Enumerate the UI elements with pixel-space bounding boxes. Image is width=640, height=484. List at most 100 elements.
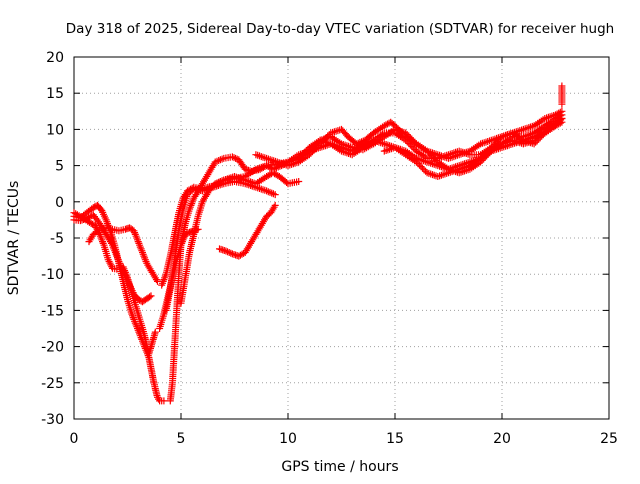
data-point-marks xyxy=(151,274,160,284)
data-point-marks xyxy=(111,241,122,265)
data-point-marks xyxy=(263,187,277,198)
data-point-marks xyxy=(284,152,301,166)
y-tick-label: 0 xyxy=(55,195,64,211)
data-point-marks xyxy=(241,243,252,256)
data-point-marks xyxy=(89,227,102,238)
x-tick-label: 20 xyxy=(493,431,511,447)
data-point-marks xyxy=(246,236,257,249)
x-tick-label: 0 xyxy=(70,431,79,447)
x-tick-label: 15 xyxy=(386,431,404,447)
x-tick-label: 10 xyxy=(279,431,297,447)
data-point-marks xyxy=(156,397,166,405)
data-point-marks xyxy=(194,182,205,195)
chart-title: Day 318 of 2025, Sidereal Day-to-day VTE… xyxy=(66,21,614,37)
data-point-marks xyxy=(211,155,226,166)
data-point-marks xyxy=(198,189,212,206)
data-points xyxy=(70,82,566,405)
data-point-marks xyxy=(271,191,279,199)
data-point-marks xyxy=(181,207,193,227)
data-point-marks xyxy=(166,381,176,405)
data-point-marks xyxy=(391,144,408,157)
data-point-marks xyxy=(98,207,109,222)
data-point-marks xyxy=(134,238,146,255)
data-point-marks xyxy=(211,177,226,188)
data-point-marks xyxy=(402,136,419,154)
y-tick-label: -10 xyxy=(41,267,64,283)
data-point-marks xyxy=(466,141,483,155)
data-point-marks xyxy=(252,174,269,188)
data-point-marks xyxy=(109,264,119,273)
data-point-marks xyxy=(151,328,159,336)
data-point-marks xyxy=(175,207,187,235)
x-tick-label: 5 xyxy=(177,431,186,447)
grid-lines xyxy=(74,57,609,419)
data-point-marks xyxy=(258,214,269,227)
data-point-marks xyxy=(128,310,139,327)
data-point-marks xyxy=(412,147,429,161)
x-tick-label: 25 xyxy=(600,431,618,447)
data-point-marks xyxy=(402,151,419,165)
data-point-marks xyxy=(143,293,154,303)
data-point-marks xyxy=(171,229,183,264)
data-point-marks xyxy=(271,201,279,209)
data-point-marks xyxy=(402,133,419,147)
data-point-marks xyxy=(252,151,269,162)
data-point-marks xyxy=(338,125,351,139)
data-point-marks xyxy=(263,210,273,220)
data-point-marks xyxy=(235,249,248,260)
data-point-marks xyxy=(541,116,558,130)
data-point-marks xyxy=(121,224,132,233)
data-point-marks xyxy=(156,312,167,332)
data-point-marks xyxy=(552,115,564,126)
data-point-marks xyxy=(171,309,181,351)
data-point-marks xyxy=(147,364,157,381)
data-point-marks xyxy=(295,148,312,162)
data-point-marks xyxy=(552,112,564,122)
data-point-marks xyxy=(353,137,367,148)
data-point-marks xyxy=(79,214,93,226)
data-point-marks xyxy=(295,152,312,166)
y-tick-label: 10 xyxy=(46,122,64,138)
data-point-marks xyxy=(186,196,197,213)
data-point-marks xyxy=(254,221,265,235)
data-point-marks xyxy=(205,160,218,177)
y-axis-label: SDTVAR / TECUs xyxy=(6,181,22,296)
data-point-marks xyxy=(327,140,344,154)
y-tick-label: -20 xyxy=(41,340,64,356)
data-point-marks xyxy=(466,156,483,170)
data-point-marks xyxy=(160,397,168,405)
data-point-marks xyxy=(412,158,430,175)
y-tick-label: 20 xyxy=(46,50,64,66)
data-point-marks xyxy=(275,173,291,186)
data-point-marks xyxy=(295,178,303,185)
data-point-marks xyxy=(143,259,154,273)
data-point-marks xyxy=(83,205,96,217)
x-axis-label: GPS time / hours xyxy=(281,459,398,475)
data-point-marks xyxy=(166,232,178,260)
data-point-marks xyxy=(558,82,566,90)
data-point-marks xyxy=(466,159,483,173)
data-point-marks xyxy=(96,230,107,247)
data-point-marks xyxy=(85,232,96,246)
data-point-marks xyxy=(158,272,169,289)
data-point-marks xyxy=(168,345,178,387)
data-point-marks xyxy=(186,227,196,236)
data-point-marks xyxy=(530,127,547,144)
data-point-marks xyxy=(126,224,136,234)
data-point-marks xyxy=(154,393,162,403)
data-point-marks xyxy=(402,147,419,161)
axes: 0 5 10 15 20 25 -30 -25 -20 -15 -10 -5 0 5 10 15 20 xyxy=(41,50,618,447)
data-point-marks xyxy=(391,129,408,143)
data-point-marks xyxy=(205,181,218,195)
data-point-marks xyxy=(181,251,193,282)
data-point-marks xyxy=(530,116,547,130)
data-point-marks xyxy=(552,108,564,119)
data-point-marks xyxy=(541,119,558,133)
data-point-marks xyxy=(370,130,386,144)
data-point-marks xyxy=(241,166,258,180)
data-point-marks xyxy=(128,288,139,309)
data-point-marks xyxy=(552,119,564,130)
data-point-marks xyxy=(166,258,178,293)
